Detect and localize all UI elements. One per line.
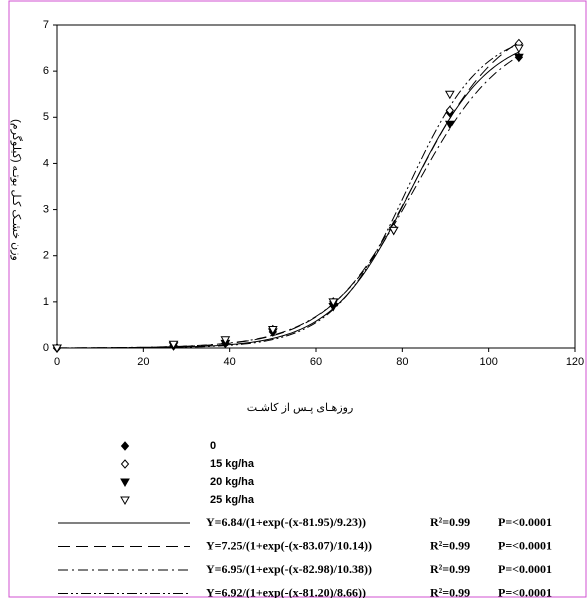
x-tick-label: 40 [224,356,236,368]
plot-area [56,24,576,349]
x-tick-label: 80 [396,356,408,368]
y-tick-label: 3 [43,203,49,215]
legend-marker [120,478,130,488]
fit-curve [57,55,520,349]
y-tick-label: 4 [43,157,49,169]
fit-p: P=<0.0001 [498,515,552,529]
point [52,344,62,354]
fit-r2: R²=0.99 [430,562,470,576]
fit-equation: Y=7.25/(1+exp(-(x-83.07)/10.14)) [206,538,372,552]
point [388,226,399,236]
fit-curve [57,43,520,349]
fit-equation: Y=6.95/(1+exp(-(x-82.98)/10.38)) [206,562,372,576]
fit-r2: R²=0.99 [430,515,470,529]
point [168,340,179,350]
legend-marker [120,459,130,469]
y-axis-label: وزن خشـک کـل بوتـه (کیلوگرم) [10,119,23,261]
fit-r2: R²=0.99 [430,585,470,598]
legend-marker [120,496,130,506]
y-tick-label: 0 [43,342,49,354]
y-tick-label: 6 [43,65,49,77]
x-tick-label: 100 [479,356,497,368]
y-tick-label: 1 [43,296,49,308]
fit-curve [56,41,520,349]
x-tick-label: 60 [310,356,322,368]
legend-label: 15 kg/ha [210,458,255,470]
fit-p: P=<0.0001 [498,538,552,552]
fit-equation: Y=6.92/(1+exp(-(x-81.20)/8.66)) [206,585,366,598]
point [445,105,454,116]
legend-label: 20 kg/ha [210,476,255,488]
y-tick-label: 7 [43,19,49,31]
x-axis-label: روزهـای پـس از کاشـت [247,402,354,414]
point [514,53,524,63]
frame [8,0,587,598]
y-tick-label: 5 [43,111,49,123]
x-tick-label: 20 [137,356,149,368]
point [267,326,278,335]
fit-r2: R²=0.99 [430,538,470,552]
fit-p: P=<0.0001 [498,562,552,576]
x-tick-label: 0 [54,356,60,368]
legend-label: 0 [210,440,216,452]
fit-equation: Y=6.84/(1+exp(-(x-81.95)/9.23)) [206,515,366,529]
point [220,336,231,345]
point [328,298,339,307]
legend-marker [120,441,130,451]
fit-p: P=<0.0001 [498,585,552,598]
x-tick-label: 120 [566,356,584,368]
y-tick-label: 2 [43,250,49,262]
point [514,44,524,54]
legend-label: 25 kg/ha [210,494,255,506]
point [444,120,455,130]
point [444,90,455,100]
